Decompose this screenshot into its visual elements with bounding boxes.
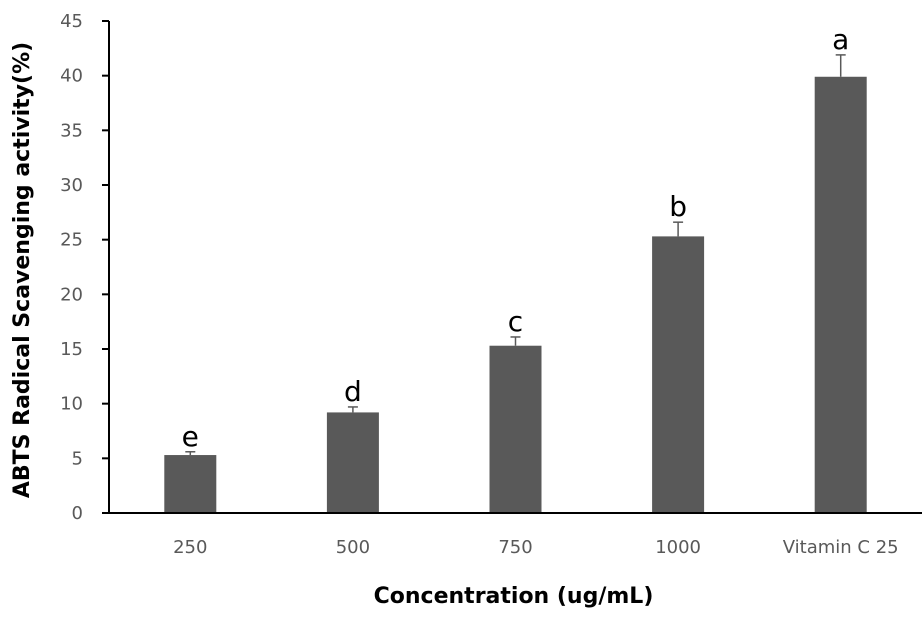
bar bbox=[164, 455, 217, 513]
y-axis-title: ABTS Radical Scavenging activity(%) bbox=[10, 42, 35, 498]
y-tick-label: 30 bbox=[60, 175, 83, 196]
x-axis-title: Concentration (ug/mL) bbox=[374, 584, 654, 609]
error-bars-group bbox=[185, 54, 846, 456]
significance-letters: e d c b a bbox=[182, 23, 850, 453]
bar bbox=[652, 236, 705, 514]
significance-letter: b bbox=[669, 190, 687, 223]
y-tick-label: 35 bbox=[60, 120, 83, 141]
significance-letter: a bbox=[832, 23, 849, 56]
x-tick-label: 750 bbox=[498, 537, 532, 558]
y-tick-label: 0 bbox=[72, 503, 83, 524]
x-tick-label: 500 bbox=[336, 537, 370, 558]
bar bbox=[326, 412, 379, 513]
x-tick-label: 1000 bbox=[655, 537, 701, 558]
significance-letter: d bbox=[344, 375, 362, 408]
y-tick-label: 10 bbox=[60, 394, 83, 415]
x-tick-label: 250 bbox=[173, 537, 207, 558]
x-axis-ticks: 250 500 750 1000 Vitamin C 25 bbox=[173, 537, 899, 558]
bar bbox=[489, 345, 542, 513]
x-tick-label: Vitamin C 25 bbox=[783, 537, 899, 558]
y-tick-label: 5 bbox=[72, 448, 83, 469]
y-tick-label: 25 bbox=[60, 230, 83, 251]
y-tick-label: 20 bbox=[60, 284, 83, 305]
y-tick-label: 40 bbox=[60, 66, 83, 87]
y-axis-ticks: 0 5 10 15 20 25 30 35 40 45 bbox=[60, 11, 109, 524]
significance-letter: c bbox=[508, 305, 523, 338]
bars-group bbox=[164, 76, 867, 514]
y-tick-label: 45 bbox=[60, 11, 83, 32]
y-tick-label: 15 bbox=[60, 339, 83, 360]
bar bbox=[814, 76, 867, 513]
significance-letter: e bbox=[182, 420, 199, 453]
